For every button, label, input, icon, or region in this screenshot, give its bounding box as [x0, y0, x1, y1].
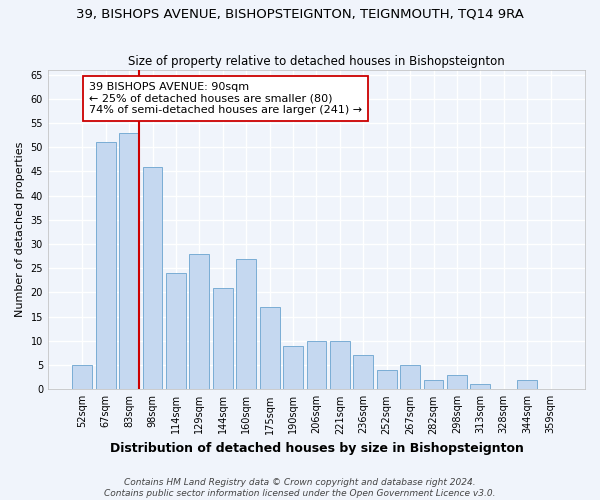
- Bar: [447, 375, 467, 390]
- Bar: [166, 273, 186, 390]
- Text: 39, BISHOPS AVENUE, BISHOPSTEIGNTON, TEIGNMOUTH, TQ14 9RA: 39, BISHOPS AVENUE, BISHOPSTEIGNTON, TEI…: [76, 8, 524, 20]
- Bar: [260, 307, 280, 390]
- Bar: [236, 258, 256, 390]
- Text: Contains HM Land Registry data © Crown copyright and database right 2024.
Contai: Contains HM Land Registry data © Crown c…: [104, 478, 496, 498]
- Bar: [307, 341, 326, 390]
- Bar: [96, 142, 116, 390]
- Bar: [517, 380, 537, 390]
- Title: Size of property relative to detached houses in Bishopsteignton: Size of property relative to detached ho…: [128, 56, 505, 68]
- Bar: [283, 346, 303, 390]
- Bar: [73, 365, 92, 390]
- Bar: [119, 132, 139, 390]
- Bar: [190, 254, 209, 390]
- X-axis label: Distribution of detached houses by size in Bishopsteignton: Distribution of detached houses by size …: [110, 442, 523, 455]
- Bar: [424, 380, 443, 390]
- Bar: [213, 288, 233, 390]
- Bar: [143, 166, 163, 390]
- Text: 39 BISHOPS AVENUE: 90sqm
← 25% of detached houses are smaller (80)
74% of semi-d: 39 BISHOPS AVENUE: 90sqm ← 25% of detach…: [89, 82, 362, 115]
- Y-axis label: Number of detached properties: Number of detached properties: [15, 142, 25, 317]
- Bar: [377, 370, 397, 390]
- Bar: [330, 341, 350, 390]
- Bar: [400, 365, 420, 390]
- Bar: [470, 384, 490, 390]
- Bar: [353, 356, 373, 390]
